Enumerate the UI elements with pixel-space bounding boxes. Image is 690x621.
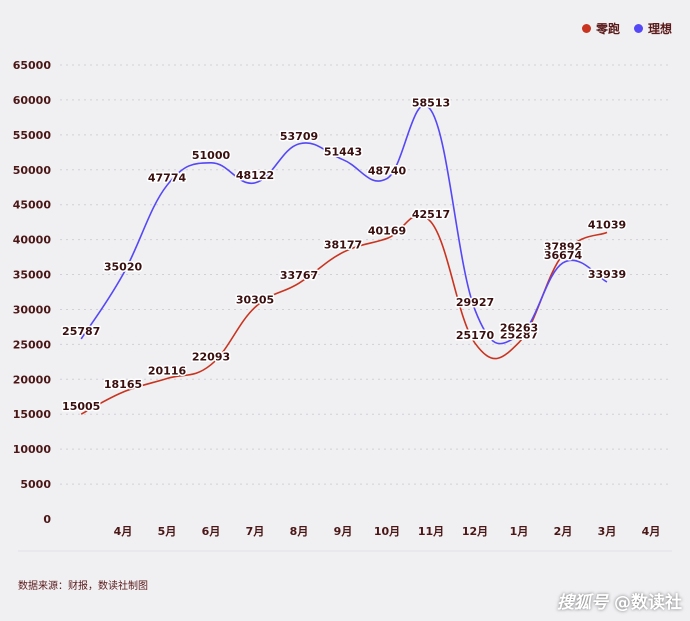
x-tick-label: 4月 <box>114 525 133 538</box>
source-note: 数据来源：财报，数读社制图 <box>18 581 148 592</box>
watermark: 搜狐号 @数读社 <box>557 588 682 613</box>
watermark-logo: 搜狐号 <box>557 593 608 613</box>
data-label-lixiang: 51000 <box>192 149 231 162</box>
data-label-lixiang: 26263 <box>500 322 538 335</box>
legend-label-lixiang: 理想 <box>647 22 672 36</box>
data-label-leapmotor: 42517 <box>412 208 450 221</box>
y-tick-label: 25000 <box>13 338 52 351</box>
data-label-leapmotor: 38177 <box>324 238 362 251</box>
data-label-lixiang: 29927 <box>456 296 494 309</box>
y-tick-label: 65000 <box>13 59 52 72</box>
data-label-leapmotor: 30305 <box>236 293 274 306</box>
data-label-leapmotor: 37892 <box>544 240 582 253</box>
y-tick-label: 30000 <box>13 303 52 316</box>
data-label-leapmotor: 25287 <box>500 328 538 341</box>
series-line-lixiang <box>80 104 608 345</box>
data-label-lixiang: 35020 <box>104 260 143 273</box>
x-tick-label: 6月 <box>202 525 221 538</box>
data-label-leapmotor: 41039 <box>588 218 626 231</box>
x-tick-label: 10月 <box>374 525 400 538</box>
y-tick-label: 55000 <box>13 129 52 142</box>
x-tick-label: 11月 <box>418 525 444 538</box>
data-label-lixiang: 47774 <box>148 171 187 184</box>
y-tick-label: 50000 <box>13 164 52 177</box>
x-tick-label: 12月 <box>462 525 488 538</box>
x-tick-label: 8月 <box>290 525 309 538</box>
y-tick-label: 5000 <box>20 478 51 491</box>
y-tick-label: 45000 <box>13 199 52 212</box>
legend-label-leapmotor: 零跑 <box>595 22 620 36</box>
y-tick-label: 10000 <box>13 443 52 456</box>
y-tick-label: 40000 <box>13 234 52 247</box>
data-label-leapmotor: 25170 <box>456 329 495 342</box>
data-label-leapmotor: 40169 <box>368 224 406 237</box>
y-tick-label: 15000 <box>13 408 52 421</box>
data-label-leapmotor: 33767 <box>280 269 318 282</box>
y-tick-label: 60000 <box>13 94 52 107</box>
x-tick-label: 9月 <box>334 525 353 538</box>
data-label-lixiang: 25787 <box>62 325 100 338</box>
legend-dot-lixiang <box>633 24 643 33</box>
legend-item-leapmotor[interactable]: 零跑 <box>581 20 620 37</box>
x-tick-label: 3月 <box>598 525 617 538</box>
legend-dot-leapmotor <box>581 24 591 33</box>
data-label-lixiang: 58513 <box>412 96 450 109</box>
y-tick-label: 20000 <box>13 373 52 386</box>
data-label-lixiang: 33939 <box>588 268 626 281</box>
x-tick-label: 7月 <box>246 525 265 538</box>
y-tick-label: 0 <box>43 513 51 526</box>
data-label-lixiang: 48740 <box>368 165 407 178</box>
data-label-leapmotor: 20116 <box>148 364 187 377</box>
y-tick-label: 35000 <box>13 269 52 282</box>
data-label-lixiang: 51443 <box>324 146 362 159</box>
data-label-lixiang: 36674 <box>544 249 583 262</box>
legend-item-lixiang[interactable]: 理想 <box>633 20 672 37</box>
legend: 零跑 理想 <box>581 20 672 37</box>
data-label-leapmotor: 22093 <box>192 351 230 364</box>
series-line-leapmotor <box>80 214 608 415</box>
data-label-lixiang: 53709 <box>280 130 318 143</box>
x-tick-label: 5月 <box>158 525 177 538</box>
x-tick-label: 4月 <box>642 525 661 538</box>
watermark-text: @数读社 <box>614 593 682 613</box>
data-label-leapmotor: 18165 <box>104 378 142 391</box>
data-label-leapmotor: 15005 <box>62 400 100 413</box>
x-tick-label: 2月 <box>554 525 573 538</box>
x-tick-label: 1月 <box>510 525 529 538</box>
data-label-lixiang: 48122 <box>236 169 274 182</box>
